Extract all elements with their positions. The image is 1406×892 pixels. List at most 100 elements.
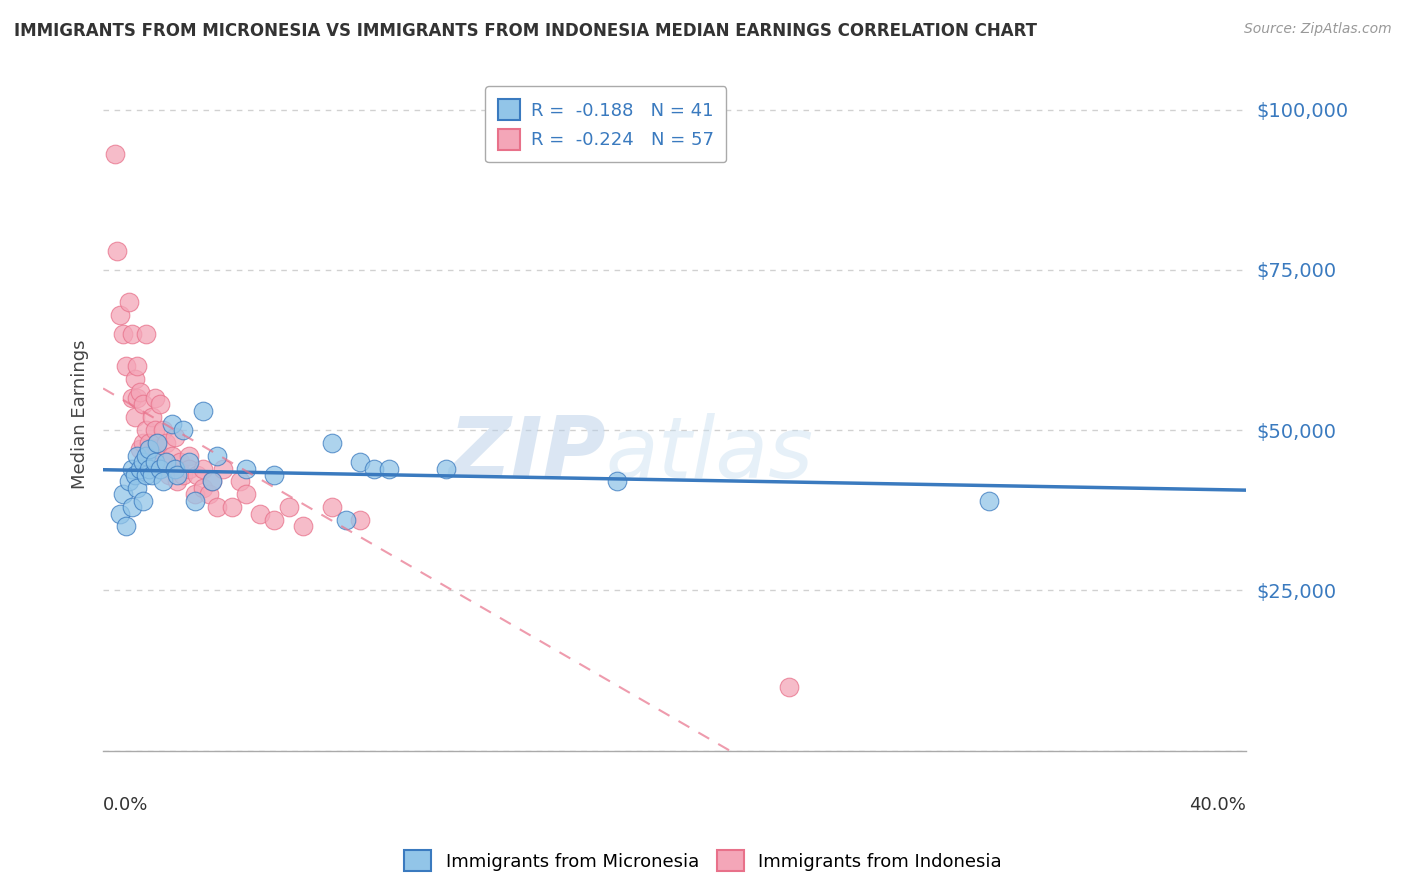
Point xyxy=(335,513,357,527)
Point xyxy=(115,519,138,533)
Point xyxy=(149,397,172,411)
Point xyxy=(155,455,177,469)
Point xyxy=(160,417,183,431)
Point xyxy=(132,455,155,469)
Point xyxy=(201,475,224,489)
Point xyxy=(127,449,149,463)
Point xyxy=(207,449,229,463)
Point xyxy=(124,410,146,425)
Point xyxy=(155,436,177,450)
Point xyxy=(146,442,169,457)
Point xyxy=(127,391,149,405)
Text: Source: ZipAtlas.com: Source: ZipAtlas.com xyxy=(1244,22,1392,37)
Point xyxy=(152,475,174,489)
Text: IMMIGRANTS FROM MICRONESIA VS IMMIGRANTS FROM INDONESIA MEDIAN EARNINGS CORRELAT: IMMIGRANTS FROM MICRONESIA VS IMMIGRANTS… xyxy=(14,22,1038,40)
Point xyxy=(163,461,186,475)
Point xyxy=(124,468,146,483)
Point xyxy=(201,475,224,489)
Point xyxy=(152,423,174,437)
Point xyxy=(103,147,125,161)
Y-axis label: Median Earnings: Median Earnings xyxy=(72,339,89,489)
Legend: R =  -0.188   N = 41, R =  -0.224   N = 57: R = -0.188 N = 41, R = -0.224 N = 57 xyxy=(485,87,725,162)
Point xyxy=(249,507,271,521)
Point xyxy=(118,294,141,309)
Point xyxy=(177,461,200,475)
Point xyxy=(132,493,155,508)
Point xyxy=(146,436,169,450)
Point xyxy=(115,359,138,373)
Point xyxy=(143,455,166,469)
Point xyxy=(434,461,457,475)
Point xyxy=(160,449,183,463)
Point xyxy=(127,481,149,495)
Point xyxy=(132,397,155,411)
Point xyxy=(138,461,160,475)
Point xyxy=(191,481,214,495)
Point xyxy=(143,391,166,405)
Text: atlas: atlas xyxy=(606,413,814,496)
Point xyxy=(135,423,157,437)
Point xyxy=(363,461,385,475)
Point xyxy=(778,680,800,694)
Text: 40.0%: 40.0% xyxy=(1188,796,1246,814)
Point xyxy=(135,468,157,483)
Point xyxy=(177,449,200,463)
Point xyxy=(107,244,129,258)
Point xyxy=(166,475,188,489)
Point xyxy=(135,449,157,463)
Point xyxy=(112,326,135,341)
Point xyxy=(377,461,399,475)
Point xyxy=(110,308,132,322)
Point xyxy=(141,468,163,483)
Point xyxy=(186,468,208,483)
Point xyxy=(183,493,205,508)
Point xyxy=(127,359,149,373)
Point xyxy=(129,384,152,399)
Point xyxy=(163,461,186,475)
Point xyxy=(235,487,257,501)
Point xyxy=(155,455,177,469)
Point xyxy=(149,461,172,475)
Point xyxy=(166,468,188,483)
Text: 0.0%: 0.0% xyxy=(103,796,149,814)
Point xyxy=(191,404,214,418)
Point xyxy=(212,461,235,475)
Point xyxy=(349,513,371,527)
Point xyxy=(277,500,299,514)
Point xyxy=(172,423,194,437)
Point xyxy=(135,326,157,341)
Point xyxy=(138,436,160,450)
Point xyxy=(132,436,155,450)
Point xyxy=(124,372,146,386)
Point xyxy=(349,455,371,469)
Point xyxy=(157,468,180,483)
Point xyxy=(977,493,1000,508)
Point xyxy=(198,487,221,501)
Point xyxy=(191,461,214,475)
Point xyxy=(129,461,152,475)
Point xyxy=(263,468,285,483)
Point xyxy=(121,391,143,405)
Point xyxy=(183,487,205,501)
Point xyxy=(606,475,628,489)
Point xyxy=(146,436,169,450)
Point xyxy=(121,326,143,341)
Point xyxy=(177,455,200,469)
Point xyxy=(207,500,229,514)
Point xyxy=(141,449,163,463)
Point xyxy=(321,500,343,514)
Legend: Immigrants from Micronesia, Immigrants from Indonesia: Immigrants from Micronesia, Immigrants f… xyxy=(396,843,1010,879)
Point xyxy=(149,461,172,475)
Point xyxy=(321,436,343,450)
Point xyxy=(172,468,194,483)
Point xyxy=(129,442,152,457)
Point xyxy=(118,475,141,489)
Point xyxy=(143,423,166,437)
Point xyxy=(141,410,163,425)
Point xyxy=(121,461,143,475)
Point xyxy=(235,461,257,475)
Point xyxy=(112,487,135,501)
Point xyxy=(169,455,191,469)
Point xyxy=(221,500,243,514)
Point xyxy=(110,507,132,521)
